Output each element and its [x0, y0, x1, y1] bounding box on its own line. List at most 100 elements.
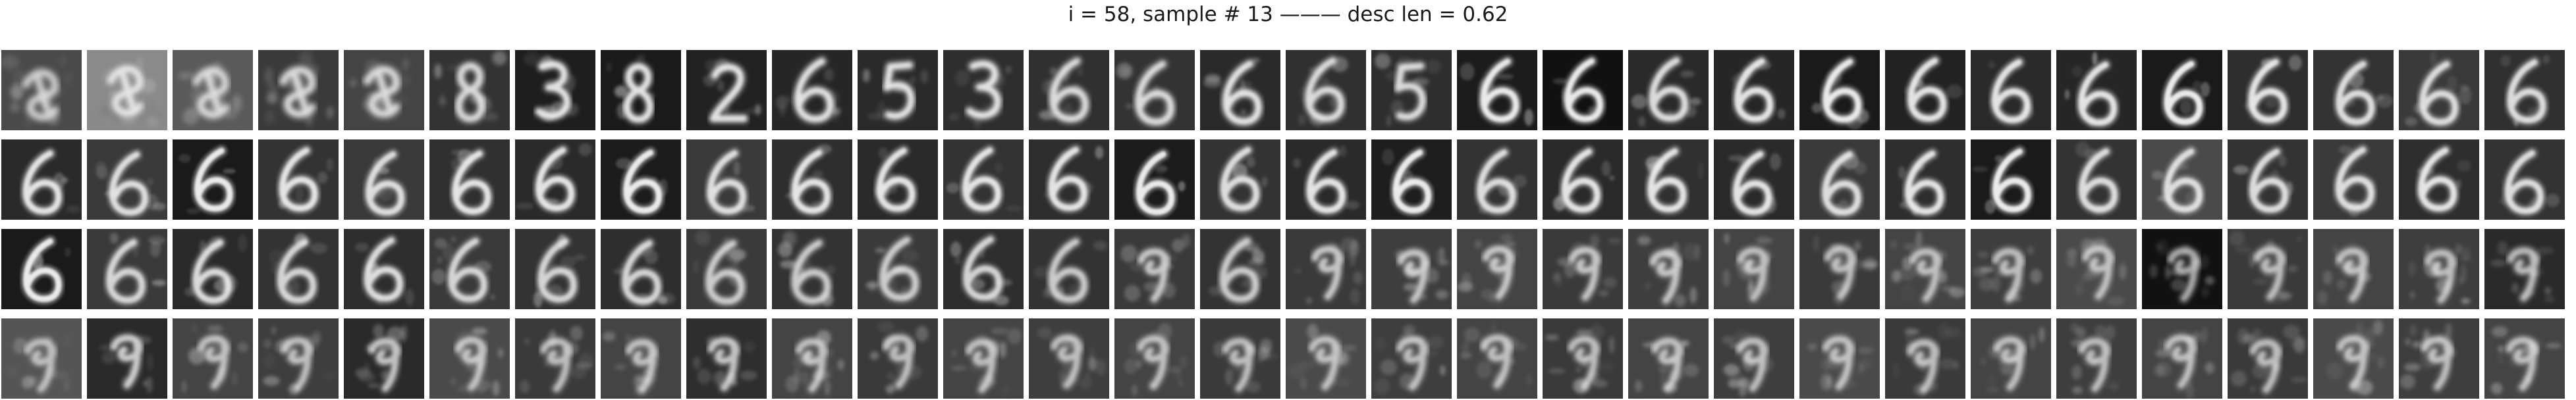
digit-image [1457, 50, 1537, 130]
digit-tile [1200, 50, 1280, 130]
digit-stroke [1477, 55, 1523, 126]
digit-tile [1543, 139, 1623, 220]
digit-stroke [1819, 55, 1865, 126]
digit-image [1971, 318, 2051, 399]
digit-image [429, 229, 510, 309]
digit-stroke [1644, 145, 1690, 216]
digit-tile [943, 50, 1024, 130]
digit-tile [2228, 50, 2308, 130]
digit-image [173, 229, 253, 309]
digit-image [2142, 50, 2222, 130]
digit-image [1200, 50, 1280, 130]
figure-title: i = 58, sample # 13 ——— desc len = 0.62 [1068, 3, 1508, 26]
digit-tile [173, 50, 253, 130]
digit-stroke [1904, 54, 1950, 125]
digit-image [344, 229, 424, 309]
digit-stroke [21, 335, 60, 396]
digit-stroke [2079, 242, 2118, 303]
digit-image [1714, 139, 1794, 220]
digit-tile [344, 139, 424, 220]
digit-stroke [1045, 235, 1091, 306]
digit-stroke [2503, 334, 2541, 394]
digit-image [2484, 139, 2565, 220]
digit-tile [1371, 139, 1452, 220]
digit-image [1, 318, 82, 399]
digit-image [258, 318, 339, 399]
digit-stroke [791, 55, 837, 126]
digit-tile [2228, 318, 2308, 399]
digit-tile [515, 139, 595, 220]
digit-tile [601, 318, 681, 399]
digit-tile [1200, 318, 1280, 399]
digit-tile [1628, 50, 1709, 130]
digit-tile [1799, 318, 1880, 399]
digit-image [1885, 50, 1965, 130]
digit-image [858, 229, 938, 309]
digit-tile [1971, 229, 2051, 309]
digit-image [686, 139, 767, 220]
digit-stroke [1558, 145, 1604, 216]
digit-stroke [537, 335, 575, 395]
digit-image [1286, 139, 1366, 220]
digit-tile [1714, 139, 1794, 220]
digit-image [515, 229, 595, 309]
digit-image [2484, 229, 2565, 309]
digit-tile [2313, 50, 2394, 130]
digit-image [1200, 318, 1280, 399]
digit-tile [858, 139, 938, 220]
digit-image [601, 139, 681, 220]
digit-tile [2228, 139, 2308, 220]
digit-stroke [1473, 146, 1520, 217]
digit-image [772, 229, 852, 309]
digit-image [1200, 229, 1280, 309]
digit-tile [173, 229, 253, 309]
digit-stroke [362, 148, 408, 219]
digit-tile [1, 139, 82, 220]
digit-tile [2313, 139, 2394, 220]
digit-tile [2142, 229, 2222, 309]
digit-image [2313, 50, 2394, 130]
digit-image [1114, 229, 1195, 309]
digit-tile [772, 229, 852, 309]
digit-stroke [620, 60, 657, 126]
digit-tile [1885, 50, 1965, 130]
digit-image [1457, 318, 1537, 399]
digit-tile [943, 318, 1024, 399]
digit-tile [258, 229, 339, 309]
digit-image [601, 50, 681, 130]
digit-image [2484, 50, 2565, 130]
digit-stroke [19, 235, 65, 306]
digit-image [515, 318, 595, 399]
digit-tile [943, 139, 1024, 220]
digit-tile [686, 229, 767, 309]
digit-stroke [2162, 331, 2200, 392]
digit-stroke [1219, 335, 1257, 395]
digit-tile [1457, 318, 1537, 399]
digit-image [1971, 50, 2051, 130]
digit-tile [1114, 229, 1195, 309]
digit-tile [858, 229, 938, 309]
digit-tile [1799, 229, 1880, 309]
digit-tile [87, 229, 167, 309]
digit-tile [515, 318, 595, 399]
digit-tile [2484, 139, 2565, 220]
digit-image [2228, 139, 2308, 220]
digit-tile [2484, 50, 2565, 130]
digit-image [686, 50, 767, 130]
digit-tile [1371, 318, 1452, 399]
digit-tile [1971, 318, 2051, 399]
digit-image [1885, 139, 1965, 220]
digit-image [1628, 318, 1709, 399]
digit-image [1114, 50, 1195, 130]
digit-tile [1543, 229, 1623, 309]
digit-stroke [189, 236, 235, 307]
digit-tile [1029, 318, 1109, 399]
digit-stroke [879, 331, 918, 392]
digit-tile [1, 318, 82, 399]
digit-image [2313, 318, 2394, 399]
digit-tile [2484, 229, 2565, 309]
digit-image [772, 318, 852, 399]
digit-image [1628, 139, 1709, 220]
digit-tile [1, 229, 82, 309]
digit-stroke [104, 62, 147, 120]
